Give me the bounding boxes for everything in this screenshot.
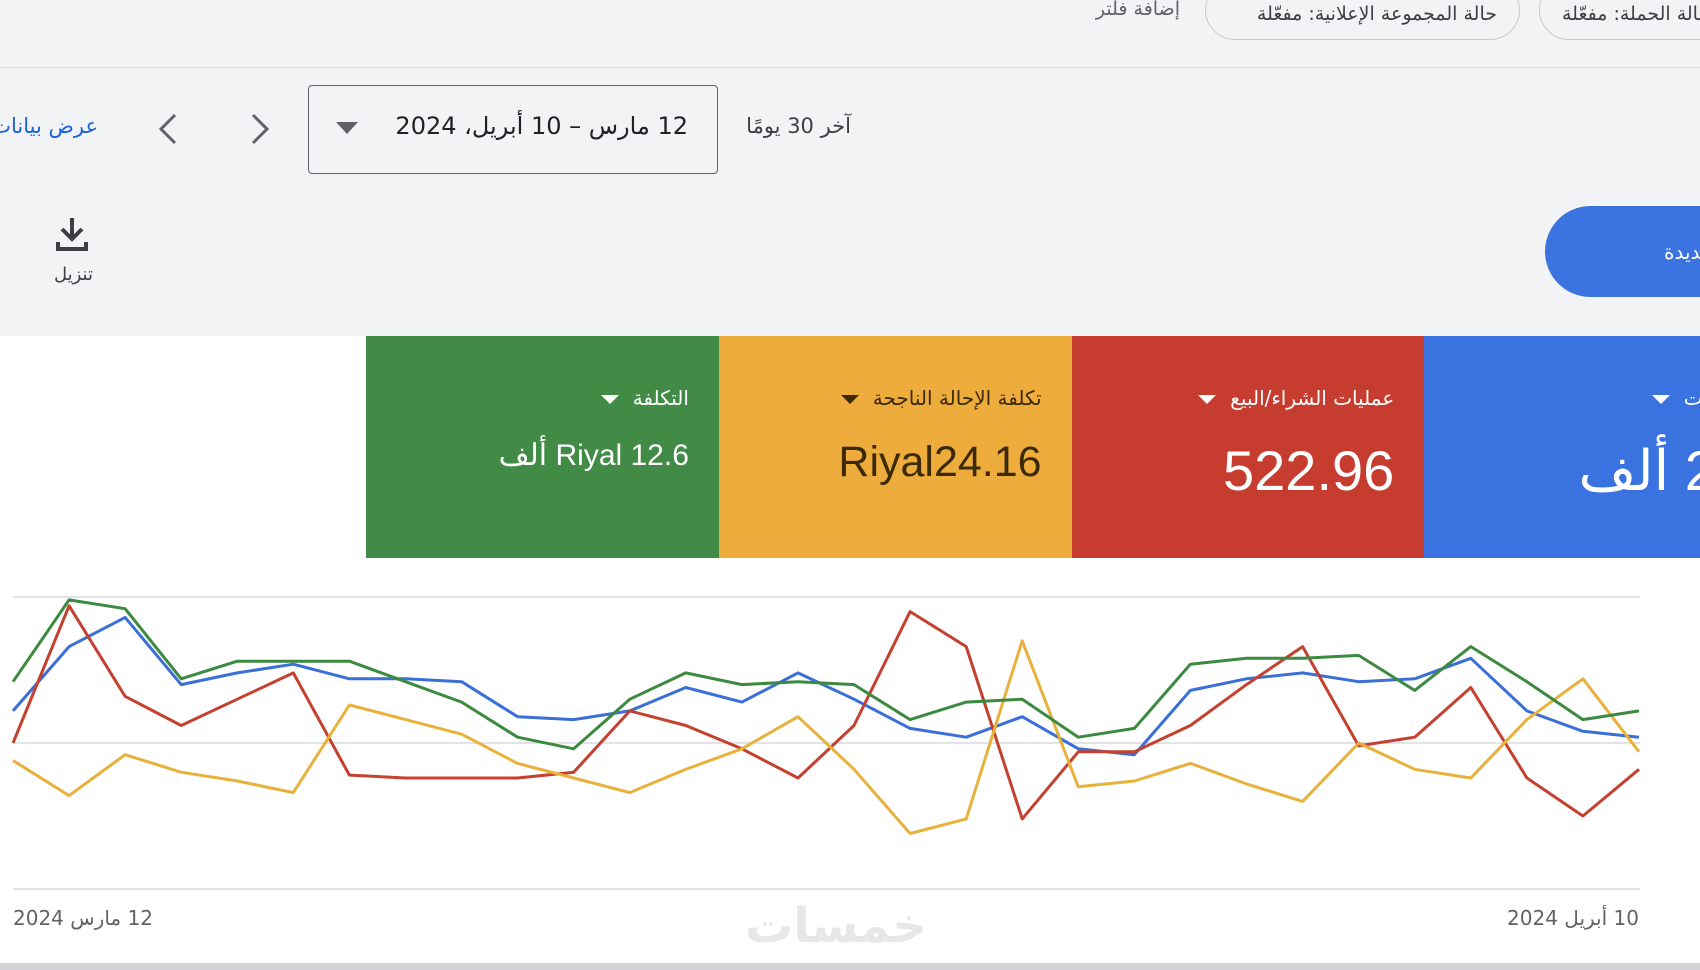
watermark: خمسات	[745, 898, 927, 954]
filter-chip[interactable]: حالة المجموعة الإعلانية: مفعّلة	[1205, 0, 1520, 40]
next-button[interactable]	[248, 112, 272, 146]
dropdown-arrow	[336, 122, 358, 134]
chart	[11, 596, 1641, 890]
filter-chip[interactable]: حالة الحملة: مفعّلة	[1539, 0, 1700, 40]
add-filter[interactable]: إضافة فلتر	[1095, 0, 1180, 20]
metric-value: Riyal24.16	[838, 438, 1042, 486]
x-tick-label: 10 أبريل 2024	[1507, 906, 1639, 930]
series-line	[11, 615, 1640, 757]
metric-value: Riyal 12.6 ألف	[498, 439, 689, 472]
date-picker[interactable]	[308, 85, 718, 174]
date-preset: آخر 30 يومًا	[746, 114, 851, 138]
metric-title: تكلفة الإحالة الناجحة	[719, 386, 1042, 410]
metric-value: 27 ألف	[1578, 439, 1700, 502]
divider	[0, 963, 1700, 970]
series-line	[11, 604, 1640, 821]
metric-title: عمليات الشراء/البيع	[1071, 386, 1394, 410]
divider	[0, 67, 1700, 68]
metric-card[interactable]: النقرات 27 ألف	[1424, 336, 1700, 558]
series-line	[12, 639, 1641, 835]
metric-card[interactable]: التكلفة Riyal 12.6 ألف	[365, 336, 719, 558]
metric-value: 522.96	[1223, 439, 1395, 502]
prev-button[interactable]	[156, 112, 180, 146]
new-campaign-button[interactable]: حملة جديدة	[1545, 206, 1700, 297]
metric-title: النقرات	[1424, 386, 1700, 410]
series-line	[11, 598, 1640, 751]
date-range: 12 مارس – 10 أبريل، 2024	[395, 112, 688, 140]
toolbar	[0, 0, 1700, 336]
metric-card[interactable]: عمليات الشراء/البيع 522.96	[1071, 336, 1425, 558]
metric-title: التكلفة	[366, 386, 689, 410]
x-tick-label: 12 مارس 2024	[13, 906, 153, 930]
download-icon[interactable]	[55, 216, 89, 252]
download-label: تنزيل	[53, 264, 93, 285]
metric-card[interactable]: تكلفة الإحالة الناجحة Riyal24.16	[718, 336, 1072, 558]
view-data-link[interactable]: عرض بيانات	[0, 114, 98, 138]
